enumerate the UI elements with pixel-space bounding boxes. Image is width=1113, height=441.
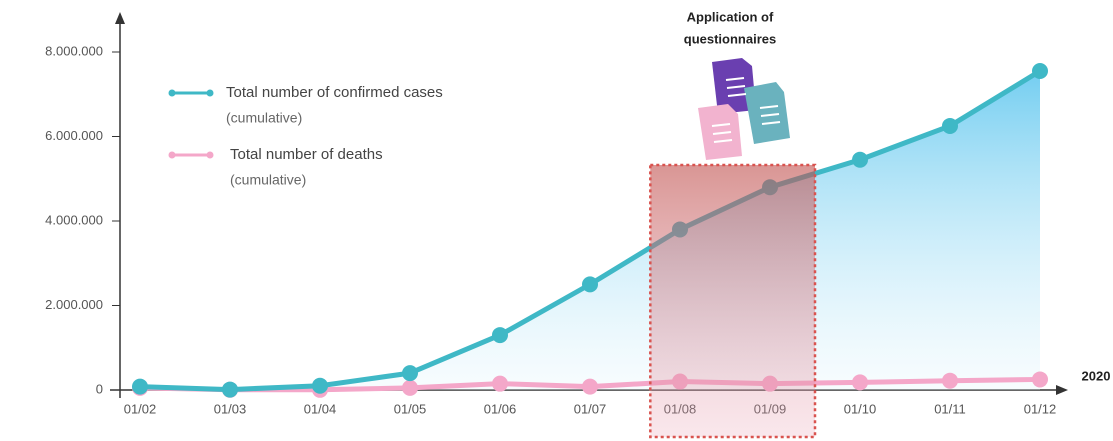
marker xyxy=(582,378,598,395)
x-tick-label: 01/10 xyxy=(844,401,877,416)
marker xyxy=(402,379,418,396)
legend-dot xyxy=(206,151,214,159)
x-tick-label: 01/02 xyxy=(124,401,157,416)
marker xyxy=(852,374,868,391)
marker xyxy=(402,365,418,382)
marker xyxy=(222,381,238,398)
y-tick-label: 6.000.000 xyxy=(45,128,103,143)
legend-note: (cumulative) xyxy=(230,172,306,188)
marker xyxy=(492,375,508,392)
marker xyxy=(132,378,148,395)
x-tick-label: 01/12 xyxy=(1024,401,1057,416)
annotation: Application of xyxy=(687,9,774,24)
legend-dot xyxy=(168,151,176,159)
questionnaire-icons xyxy=(698,58,790,160)
y-tick-label: 4.000.000 xyxy=(45,212,103,227)
highlight-box xyxy=(649,163,817,439)
marker xyxy=(492,327,508,344)
x-tick-label: 01/05 xyxy=(394,401,427,416)
y-tick-label: 2.000.000 xyxy=(45,297,103,312)
doc-icon xyxy=(698,104,742,160)
y-axis-arrow xyxy=(115,12,125,24)
x-tick-label: 01/04 xyxy=(304,401,337,416)
marker xyxy=(942,372,958,389)
annotation: questionnaires xyxy=(684,31,776,46)
legend-note: (cumulative) xyxy=(226,110,302,126)
legend-label: Total number of confirmed cases xyxy=(226,84,443,101)
x-axis-label: 2020 xyxy=(1082,368,1111,383)
x-tick-label: 01/03 xyxy=(214,401,247,416)
y-tick-label: 0 xyxy=(96,381,103,396)
marker xyxy=(312,377,328,394)
y-tick-label: 8.000.000 xyxy=(45,43,103,58)
doc-icon xyxy=(744,82,790,144)
legend-dot xyxy=(206,89,214,97)
x-tick-label: 01/07 xyxy=(574,401,607,416)
x-tick-label: 01/11 xyxy=(934,401,966,416)
legend-dot xyxy=(168,89,176,97)
x-tick-label: 01/06 xyxy=(484,401,517,416)
marker xyxy=(1032,63,1048,80)
marker xyxy=(1032,371,1048,388)
x-axis-arrow xyxy=(1056,385,1068,395)
marker xyxy=(942,117,958,134)
doc-lines xyxy=(711,77,781,143)
legend-label: Total number of deaths xyxy=(230,146,383,163)
marker xyxy=(582,276,598,293)
marker xyxy=(852,151,868,168)
doc-icon xyxy=(712,58,756,114)
